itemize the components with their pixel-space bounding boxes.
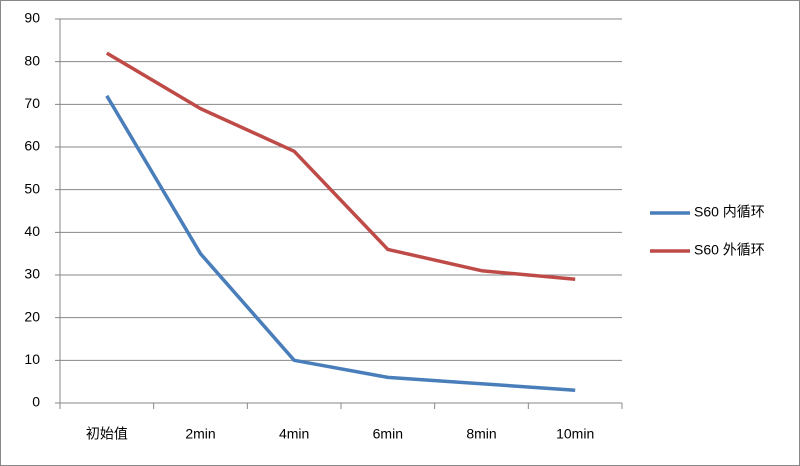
y-tick-label: 80 [24, 52, 40, 68]
data-line [105, 94, 576, 392]
y-tick-label: 0 [32, 394, 40, 410]
legend-label: S60 内循环 [694, 204, 765, 220]
legend-label: S60 外循环 [694, 242, 765, 258]
y-tick-label: 90 [24, 10, 40, 26]
x-tick-label: 10min [556, 426, 594, 442]
y-tick-label: 10 [24, 351, 40, 367]
x-tick-label: 初始值 [86, 426, 128, 442]
y-tick-label: 40 [24, 223, 40, 239]
data-line [105, 51, 576, 282]
y-tick-label: 20 [24, 308, 40, 324]
x-tick-label: 8min [466, 426, 496, 442]
y-tick-label: 30 [24, 266, 40, 282]
x-tick-label: 2min [185, 426, 215, 442]
y-tick-label: 50 [24, 180, 40, 196]
x-tick-label: 6min [373, 426, 403, 442]
y-tick-label: 60 [24, 138, 40, 154]
x-tick-label: 4min [279, 426, 309, 442]
y-tick-label: 70 [24, 95, 40, 111]
